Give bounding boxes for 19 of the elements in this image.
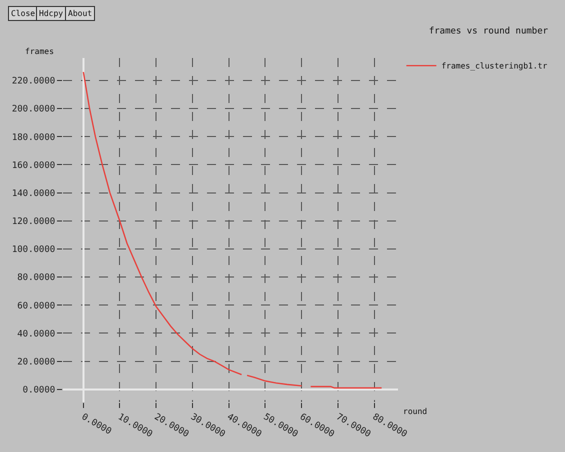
text: About [68, 9, 92, 18]
text: Close [11, 9, 36, 18]
y-axis-title: frames [25, 47, 54, 56]
y-tick-label: 140.0000 [12, 188, 56, 199]
text: frames vs round number [428, 26, 549, 36]
y-tick-label: 60.0000 [17, 301, 56, 312]
legend-label: frames_clusteringb1.tr [441, 62, 548, 71]
y-tick-label: 40.0000 [17, 329, 56, 340]
y-tick-label: 80.0000 [17, 273, 56, 284]
y-tick-label: 220.0000 [12, 76, 56, 87]
y-tick-label: 120.0000 [12, 217, 56, 228]
text: Hdcpy [39, 9, 64, 18]
x-axis-title: round [403, 407, 428, 416]
y-tick-label: 20.0000 [17, 357, 56, 368]
y-tick-label: 160.0000 [12, 160, 56, 171]
y-tick-label: 200.0000 [12, 104, 56, 115]
y-tick-label: 100.0000 [12, 245, 56, 256]
y-tick-label: 180.0000 [12, 132, 56, 143]
y-tick-label: 0.0000 [22, 386, 56, 396]
